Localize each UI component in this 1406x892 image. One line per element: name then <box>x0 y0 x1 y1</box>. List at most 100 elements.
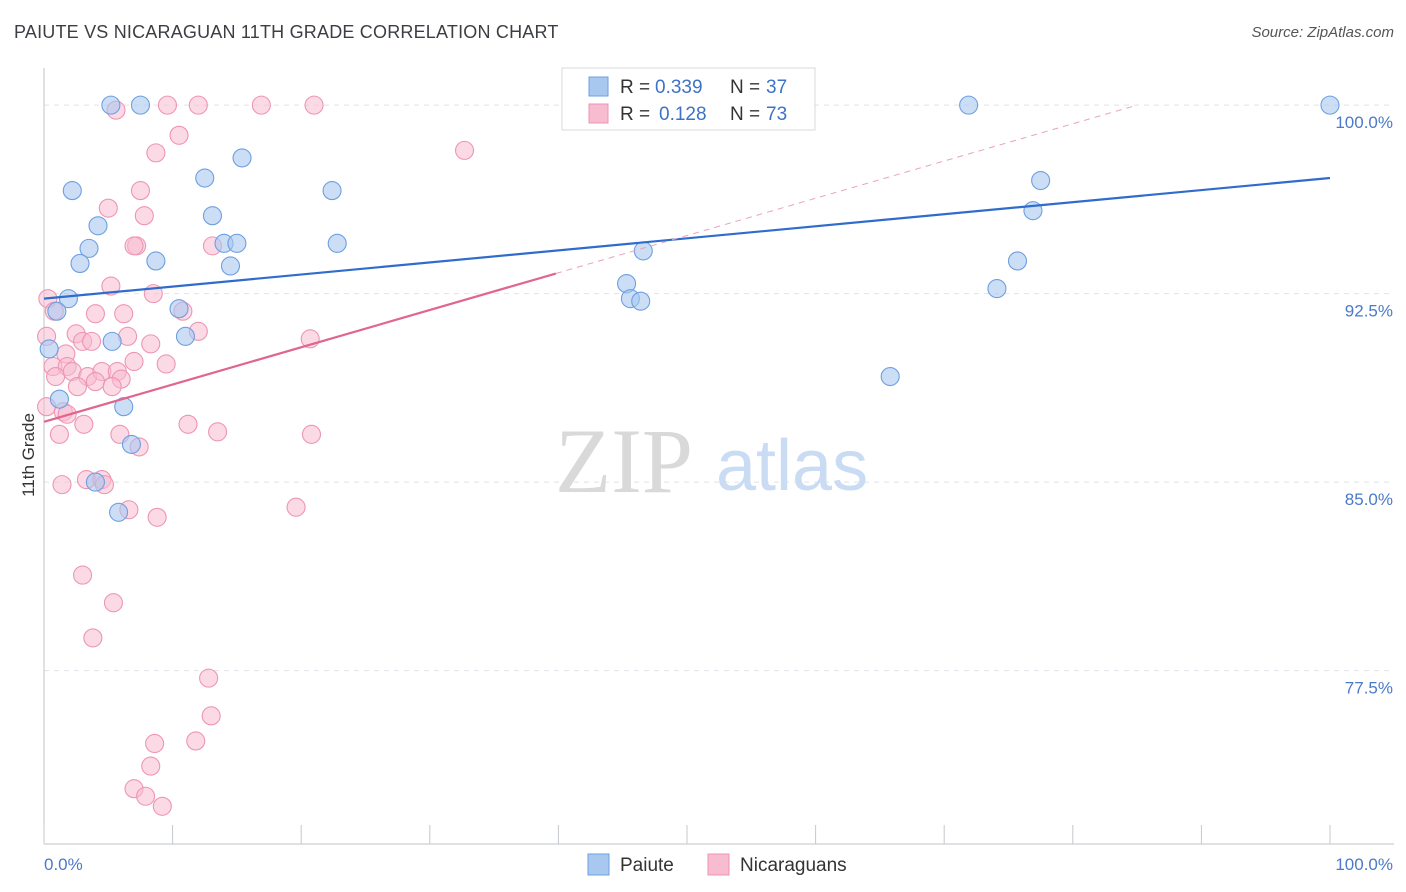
nicaraguans-trend-extension <box>555 104 1138 274</box>
bottom-legend: Paiute Nicaraguans <box>587 853 847 876</box>
paiute-point <box>58 289 78 309</box>
paiute-trend-line <box>43 176 1331 300</box>
paiute-point <box>121 434 141 454</box>
watermark: ZIP atlas <box>555 410 868 512</box>
legend-n-label: N = <box>730 77 760 98</box>
legend-n-value: 73 <box>766 104 787 125</box>
x-tick-label: 0.0% <box>44 855 83 874</box>
legend-box: R = 0.339 N = 37 R = 0.128 N = 73 <box>561 67 816 131</box>
bottom-legend-swatch-nicaraguans <box>707 853 730 876</box>
nicaraguans-point <box>98 198 118 218</box>
nicaraguans-point <box>178 414 198 434</box>
nicaraguans-point <box>136 786 156 806</box>
nicaraguans-point <box>124 351 144 372</box>
paiute-point <box>232 148 252 168</box>
nicaraguans-point <box>49 424 69 444</box>
paiute-point <box>88 216 108 236</box>
bottom-legend-swatch-paiute <box>587 853 610 876</box>
nicaraguans-point <box>141 334 161 354</box>
nicaraguans-point <box>114 304 134 324</box>
paiute-point <box>327 233 347 253</box>
paiute-point <box>85 472 105 492</box>
nicaraguans-point <box>286 497 306 517</box>
paiute-point <box>79 238 99 258</box>
trend-lines <box>43 104 1331 423</box>
nicaraguans-point <box>145 733 165 754</box>
nicaraguans-points <box>37 95 475 816</box>
nicaraguans-point <box>134 206 154 226</box>
paiute-point <box>47 301 67 321</box>
paiute-point <box>146 251 166 271</box>
bottom-legend-paiute: Paiute <box>620 855 674 876</box>
paiute-point <box>987 279 1007 299</box>
nicaraguans-point <box>85 304 105 324</box>
nicaraguans-point <box>157 95 178 115</box>
paiute-point <box>633 241 653 261</box>
paiute-points <box>39 95 1340 522</box>
watermark-atlas: atlas <box>716 426 868 506</box>
paiute-point <box>169 299 189 319</box>
x-tick-label: 100.0% <box>1335 855 1393 874</box>
watermark-zip: ZIP <box>555 410 693 512</box>
nicaraguans-point <box>102 377 122 397</box>
nicaraguans-point <box>83 628 103 648</box>
paiute-point <box>101 95 121 115</box>
paiute-point <box>220 256 241 276</box>
nicaraguans-point <box>73 565 93 585</box>
paiute-point <box>959 95 979 115</box>
paiute-point <box>62 181 82 201</box>
nicaraguans-trend-line <box>43 272 557 423</box>
nicaraguans-point <box>199 668 219 688</box>
nicaraguans-point <box>147 507 167 527</box>
nicaraguans-point <box>46 367 66 387</box>
paiute-point <box>49 389 69 409</box>
nicaraguans-point <box>85 372 105 392</box>
paiute-point <box>175 326 196 346</box>
paiute-point <box>1320 95 1340 115</box>
nicaraguans-point <box>251 95 271 115</box>
paiute-point <box>195 168 215 188</box>
paiute-point <box>39 339 59 359</box>
nicaraguans-point <box>130 181 150 201</box>
nicaraguans-point <box>188 95 208 115</box>
paiute-point <box>1031 170 1051 191</box>
paiute-point <box>130 95 150 115</box>
chart-title: PAIUTE VS NICARAGUAN 11TH GRADE CORRELAT… <box>14 22 559 42</box>
y-tick-label: 100.0% <box>1335 113 1393 132</box>
paiute-point <box>631 291 651 311</box>
nicaraguans-point <box>201 706 221 726</box>
y-axis-title: 11th Grade <box>19 413 38 497</box>
nicaraguans-point <box>152 796 172 816</box>
legend-swatch-nicaraguans <box>588 103 609 124</box>
paiute-point <box>202 206 223 226</box>
nicaraguans-point <box>156 354 176 374</box>
nicaraguans-point <box>101 276 121 296</box>
paiute-point <box>109 502 129 522</box>
nicaraguans-point <box>208 422 228 442</box>
legend-n-label: N = <box>730 104 760 125</box>
nicaraguans-point <box>304 95 324 115</box>
nicaraguans-point <box>74 414 94 434</box>
legend-n-value: 37 <box>766 77 787 98</box>
paiute-point <box>227 233 247 253</box>
x-tick-labels: 0.0% 100.0% <box>44 855 1393 874</box>
nicaraguans-point <box>141 756 161 776</box>
bottom-legend-nicaraguans: Nicaraguans <box>740 855 847 876</box>
legend-r-value: 0.128 <box>659 104 707 125</box>
legend-r-value: 0.339 <box>655 77 703 98</box>
paiute-point <box>1007 251 1028 271</box>
nicaraguans-point <box>454 140 475 160</box>
y-tick-label: 77.5% <box>1345 679 1393 698</box>
nicaraguans-point <box>169 125 189 145</box>
paiute-point <box>322 181 342 201</box>
y-tick-label: 92.5% <box>1345 302 1393 321</box>
nicaraguans-point <box>52 475 72 495</box>
paiute-point <box>880 367 900 387</box>
legend-r-label: R = <box>620 77 650 98</box>
y-tick-label: 85.0% <box>1345 490 1393 509</box>
nicaraguans-point <box>186 731 206 751</box>
nicaraguans-point <box>301 424 322 444</box>
paiute-point <box>70 253 90 274</box>
legend-swatch-paiute <box>588 76 609 97</box>
